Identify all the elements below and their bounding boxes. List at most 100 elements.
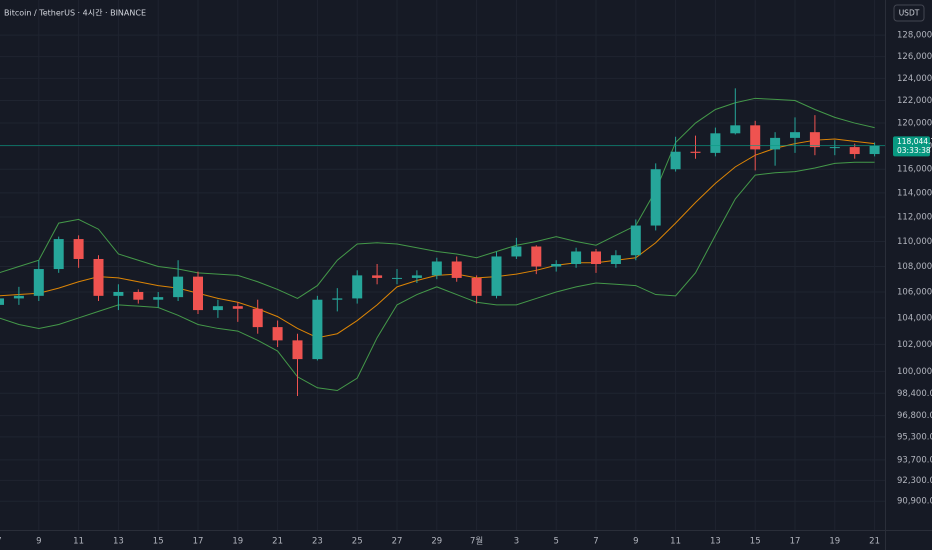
y-tick-label: 126,000.00: [897, 52, 932, 62]
x-tick-label: 15: [153, 537, 164, 547]
x-tick-label: 17: [790, 537, 801, 547]
plot: [0, 88, 880, 397]
y-tick-label: 98,400.00: [897, 389, 932, 399]
candle-body: [710, 133, 721, 153]
y-tick-label: 110,000.00: [897, 237, 932, 247]
x-tick-label: 19: [232, 537, 243, 547]
y-tick-label: 106,000.00: [897, 287, 932, 297]
last-price-tag: [893, 136, 930, 157]
y-tick-label: 104,000.00: [897, 313, 932, 323]
candle-body: [53, 239, 64, 270]
candle-body: [491, 256, 502, 296]
candle-body: [730, 125, 741, 134]
candle-body: [670, 151, 681, 170]
candle-body: [0, 298, 4, 305]
x-tick-label: 17: [193, 537, 204, 547]
candle-body: [372, 275, 383, 278]
candle-body: [212, 306, 223, 311]
candle-body: [750, 125, 761, 150]
y-tick-label: 95,300.00: [897, 432, 932, 442]
candle-body: [153, 297, 164, 300]
x-tick-label: 9: [633, 537, 638, 547]
candle-body: [93, 258, 104, 296]
candle-body: [511, 246, 522, 257]
candle-body: [292, 340, 303, 360]
x-tick-label: 19: [829, 537, 840, 547]
x-tick-label: 11: [670, 537, 681, 547]
candle-body: [650, 169, 661, 226]
x-tick-label: 7: [0, 537, 2, 547]
candle-body: [392, 277, 402, 279]
chart-title: Bitcoin / TetherUS · 4시간 · BINANCE: [4, 8, 146, 18]
candle-body: [690, 151, 701, 153]
x-tick-label: 7월: [470, 536, 483, 547]
x-tick-label: 13: [710, 537, 721, 547]
candle-body: [610, 255, 621, 265]
x-tick-label: 29: [431, 537, 442, 547]
indicator-line: [0, 161, 875, 392]
candle-body: [770, 137, 781, 150]
y-tick-label: 100,000.00: [897, 367, 932, 377]
candle-body: [173, 276, 184, 298]
y-tick-label: 102,000.00: [897, 340, 932, 350]
x-tick-label: 27: [392, 537, 403, 547]
candle-body: [451, 261, 462, 278]
last-price-label: 118,044.73: [897, 137, 932, 146]
candle-body: [591, 251, 601, 265]
x-tick-label: 25: [352, 537, 363, 547]
countdown-label: 03:33:38: [897, 146, 931, 155]
indicator-line: [0, 97, 875, 299]
x-tick-label: 9: [36, 537, 41, 547]
y-tick-label: 93,700.00: [897, 455, 932, 465]
candle-body: [133, 291, 144, 300]
candle-body: [630, 225, 641, 256]
candle-body: [13, 295, 24, 299]
candle-body: [571, 251, 582, 265]
y-tick-label: 116,000.00: [897, 165, 932, 175]
candle-body: [352, 275, 363, 299]
candle-body: [849, 147, 860, 155]
candle-body: [33, 269, 44, 296]
currency-button[interactable]: [893, 4, 925, 22]
x-tick-label: 11: [73, 537, 84, 547]
candle-body: [193, 276, 203, 311]
x-tick-label: 21: [869, 537, 880, 547]
y-tick-label: 128,000.00: [897, 31, 932, 41]
candle-body: [431, 261, 442, 276]
candle-body: [411, 275, 422, 278]
y-tick-label: 92,300.00: [897, 476, 932, 486]
candle-body: [232, 306, 243, 309]
y-tick-label: 108,000.00: [897, 262, 932, 272]
candle-body: [312, 299, 323, 360]
y-tick-label: 96,800.00: [897, 411, 932, 421]
candle-body: [790, 132, 800, 138]
x-tick-label: 3: [514, 537, 519, 547]
candle-body: [332, 298, 343, 300]
candle-body: [531, 246, 542, 267]
y-tick-label: 124,000.00: [897, 74, 932, 84]
candle-body: [471, 277, 482, 296]
y-tick-label: 122,000.00: [897, 96, 932, 106]
y-tick-label: 114,000.00: [897, 188, 932, 198]
candle-body: [809, 132, 820, 148]
x-tick-label: 15: [750, 537, 761, 547]
x-tick-label: 23: [312, 537, 323, 547]
candle-body: [869, 145, 880, 155]
candle-body: [829, 147, 840, 149]
x-tick-label: 7: [593, 537, 598, 547]
x-tick-label: 13: [113, 537, 124, 547]
candle-body: [252, 308, 263, 328]
candle-body: [113, 291, 124, 296]
x-tick-label: 21: [272, 537, 283, 547]
y-tick-label: 90,900.00: [897, 497, 932, 507]
grid: [0, 0, 885, 530]
y-tick-label: 120,000.00: [897, 119, 932, 129]
candle-body: [73, 239, 84, 259]
y-tick-label: 112,000.00: [897, 213, 932, 223]
candle-body: [272, 327, 283, 341]
candle-body: [551, 264, 562, 267]
currency-label[interactable]: USDT: [899, 9, 920, 18]
